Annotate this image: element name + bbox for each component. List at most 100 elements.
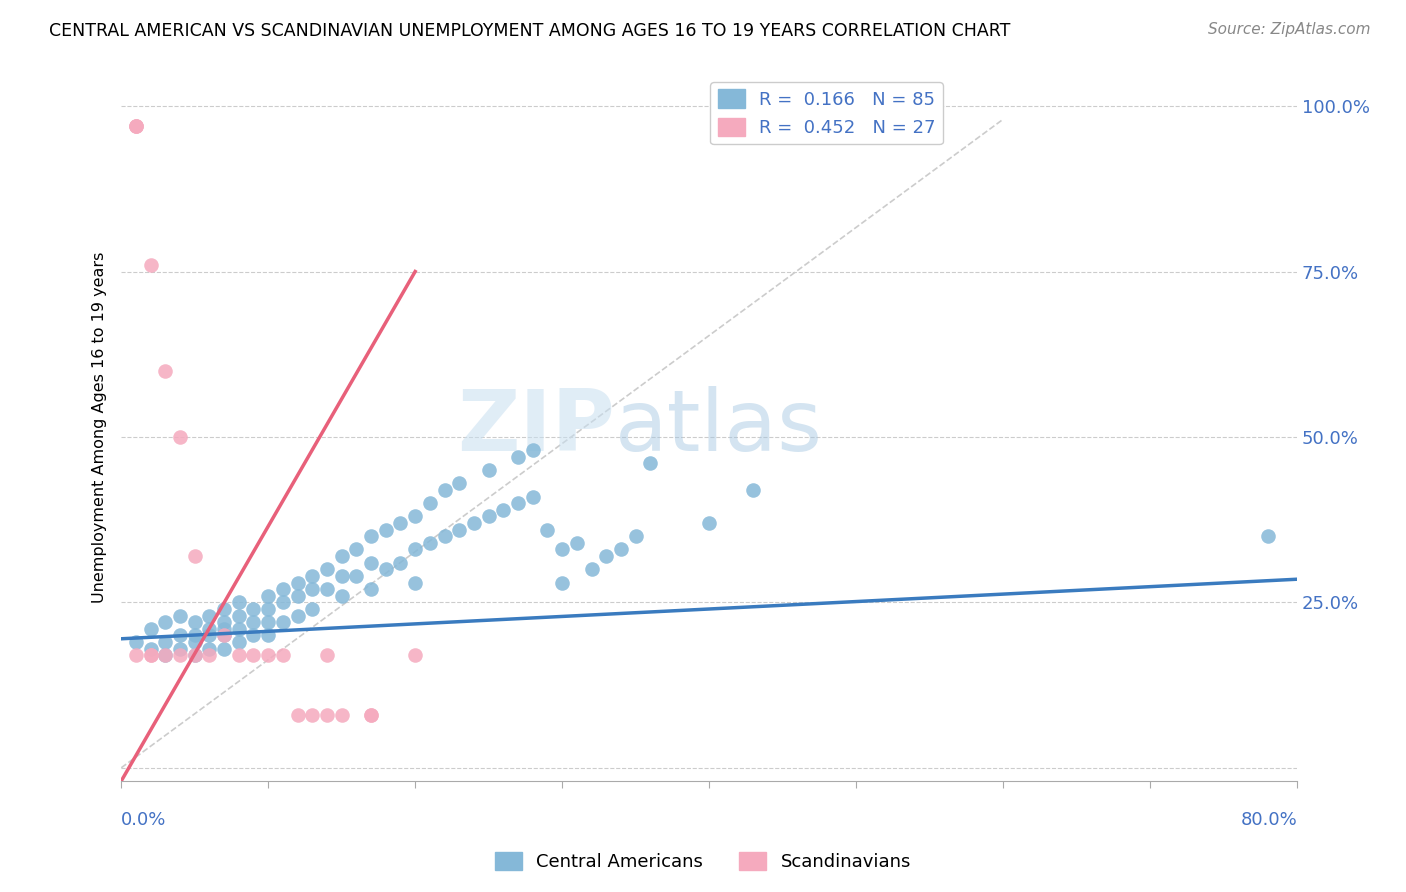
Point	[610, 542, 633, 557]
Point	[316, 582, 339, 596]
Point	[198, 622, 221, 636]
Point	[595, 549, 617, 563]
Point	[257, 602, 280, 616]
Point	[125, 119, 148, 133]
Point	[330, 549, 353, 563]
Point	[139, 622, 162, 636]
Point	[404, 648, 426, 663]
Point	[478, 509, 501, 524]
Point	[169, 608, 191, 623]
Point	[139, 641, 162, 656]
Point	[449, 523, 471, 537]
Point	[301, 707, 323, 722]
Point	[360, 582, 382, 596]
Legend: Central Americans, Scandinavians: Central Americans, Scandinavians	[488, 845, 918, 879]
Point	[212, 622, 235, 636]
Text: CENTRAL AMERICAN VS SCANDINAVIAN UNEMPLOYMENT AMONG AGES 16 TO 19 YEARS CORRELAT: CENTRAL AMERICAN VS SCANDINAVIAN UNEMPLO…	[49, 22, 1011, 40]
Point	[155, 364, 177, 378]
Point	[389, 516, 412, 530]
Point	[404, 542, 426, 557]
Point	[257, 628, 280, 642]
Point	[183, 615, 205, 630]
Point	[374, 523, 396, 537]
Point	[742, 483, 765, 497]
Point	[271, 615, 294, 630]
Point	[697, 516, 720, 530]
Point	[551, 575, 574, 590]
Point	[242, 602, 264, 616]
Point	[522, 443, 544, 458]
Point	[287, 589, 309, 603]
Point	[212, 628, 235, 642]
Point	[155, 615, 177, 630]
Point	[271, 648, 294, 663]
Point	[287, 707, 309, 722]
Point	[125, 119, 148, 133]
Text: ZIP: ZIP	[457, 385, 614, 468]
Point	[404, 509, 426, 524]
Point	[198, 608, 221, 623]
Point	[360, 707, 382, 722]
Point	[139, 258, 162, 272]
Point	[257, 648, 280, 663]
Text: 80.0%: 80.0%	[1240, 811, 1298, 829]
Point	[344, 569, 367, 583]
Point	[169, 648, 191, 663]
Point	[419, 536, 441, 550]
Point	[257, 589, 280, 603]
Point	[287, 608, 309, 623]
Point	[183, 635, 205, 649]
Point	[360, 529, 382, 543]
Point	[389, 556, 412, 570]
Point	[198, 641, 221, 656]
Point	[228, 595, 250, 609]
Point	[301, 602, 323, 616]
Point	[242, 628, 264, 642]
Point	[419, 496, 441, 510]
Point	[360, 556, 382, 570]
Point	[228, 622, 250, 636]
Point	[125, 635, 148, 649]
Point	[492, 502, 515, 516]
Text: atlas: atlas	[614, 385, 823, 468]
Point	[155, 648, 177, 663]
Point	[433, 529, 456, 543]
Point	[228, 635, 250, 649]
Point	[155, 648, 177, 663]
Point	[212, 628, 235, 642]
Point	[155, 635, 177, 649]
Text: 0.0%: 0.0%	[121, 811, 166, 829]
Point	[330, 569, 353, 583]
Point	[242, 648, 264, 663]
Point	[463, 516, 485, 530]
Text: Source: ZipAtlas.com: Source: ZipAtlas.com	[1208, 22, 1371, 37]
Legend: R =  0.166   N = 85, R =  0.452   N = 27: R = 0.166 N = 85, R = 0.452 N = 27	[710, 82, 943, 145]
Point	[183, 628, 205, 642]
Y-axis label: Unemployment Among Ages 16 to 19 years: Unemployment Among Ages 16 to 19 years	[93, 252, 107, 603]
Point	[449, 476, 471, 491]
Point	[125, 648, 148, 663]
Point	[316, 707, 339, 722]
Point	[478, 463, 501, 477]
Point	[169, 641, 191, 656]
Point	[301, 569, 323, 583]
Point	[183, 648, 205, 663]
Point	[581, 562, 603, 576]
Point	[551, 542, 574, 557]
Point	[287, 575, 309, 590]
Point	[139, 648, 162, 663]
Point	[344, 542, 367, 557]
Point	[330, 707, 353, 722]
Point	[271, 595, 294, 609]
Point	[212, 641, 235, 656]
Point	[301, 582, 323, 596]
Point	[212, 602, 235, 616]
Point	[125, 119, 148, 133]
Point	[316, 562, 339, 576]
Point	[565, 536, 588, 550]
Point	[257, 615, 280, 630]
Point	[183, 648, 205, 663]
Point	[506, 496, 529, 510]
Point	[169, 430, 191, 444]
Point	[404, 575, 426, 590]
